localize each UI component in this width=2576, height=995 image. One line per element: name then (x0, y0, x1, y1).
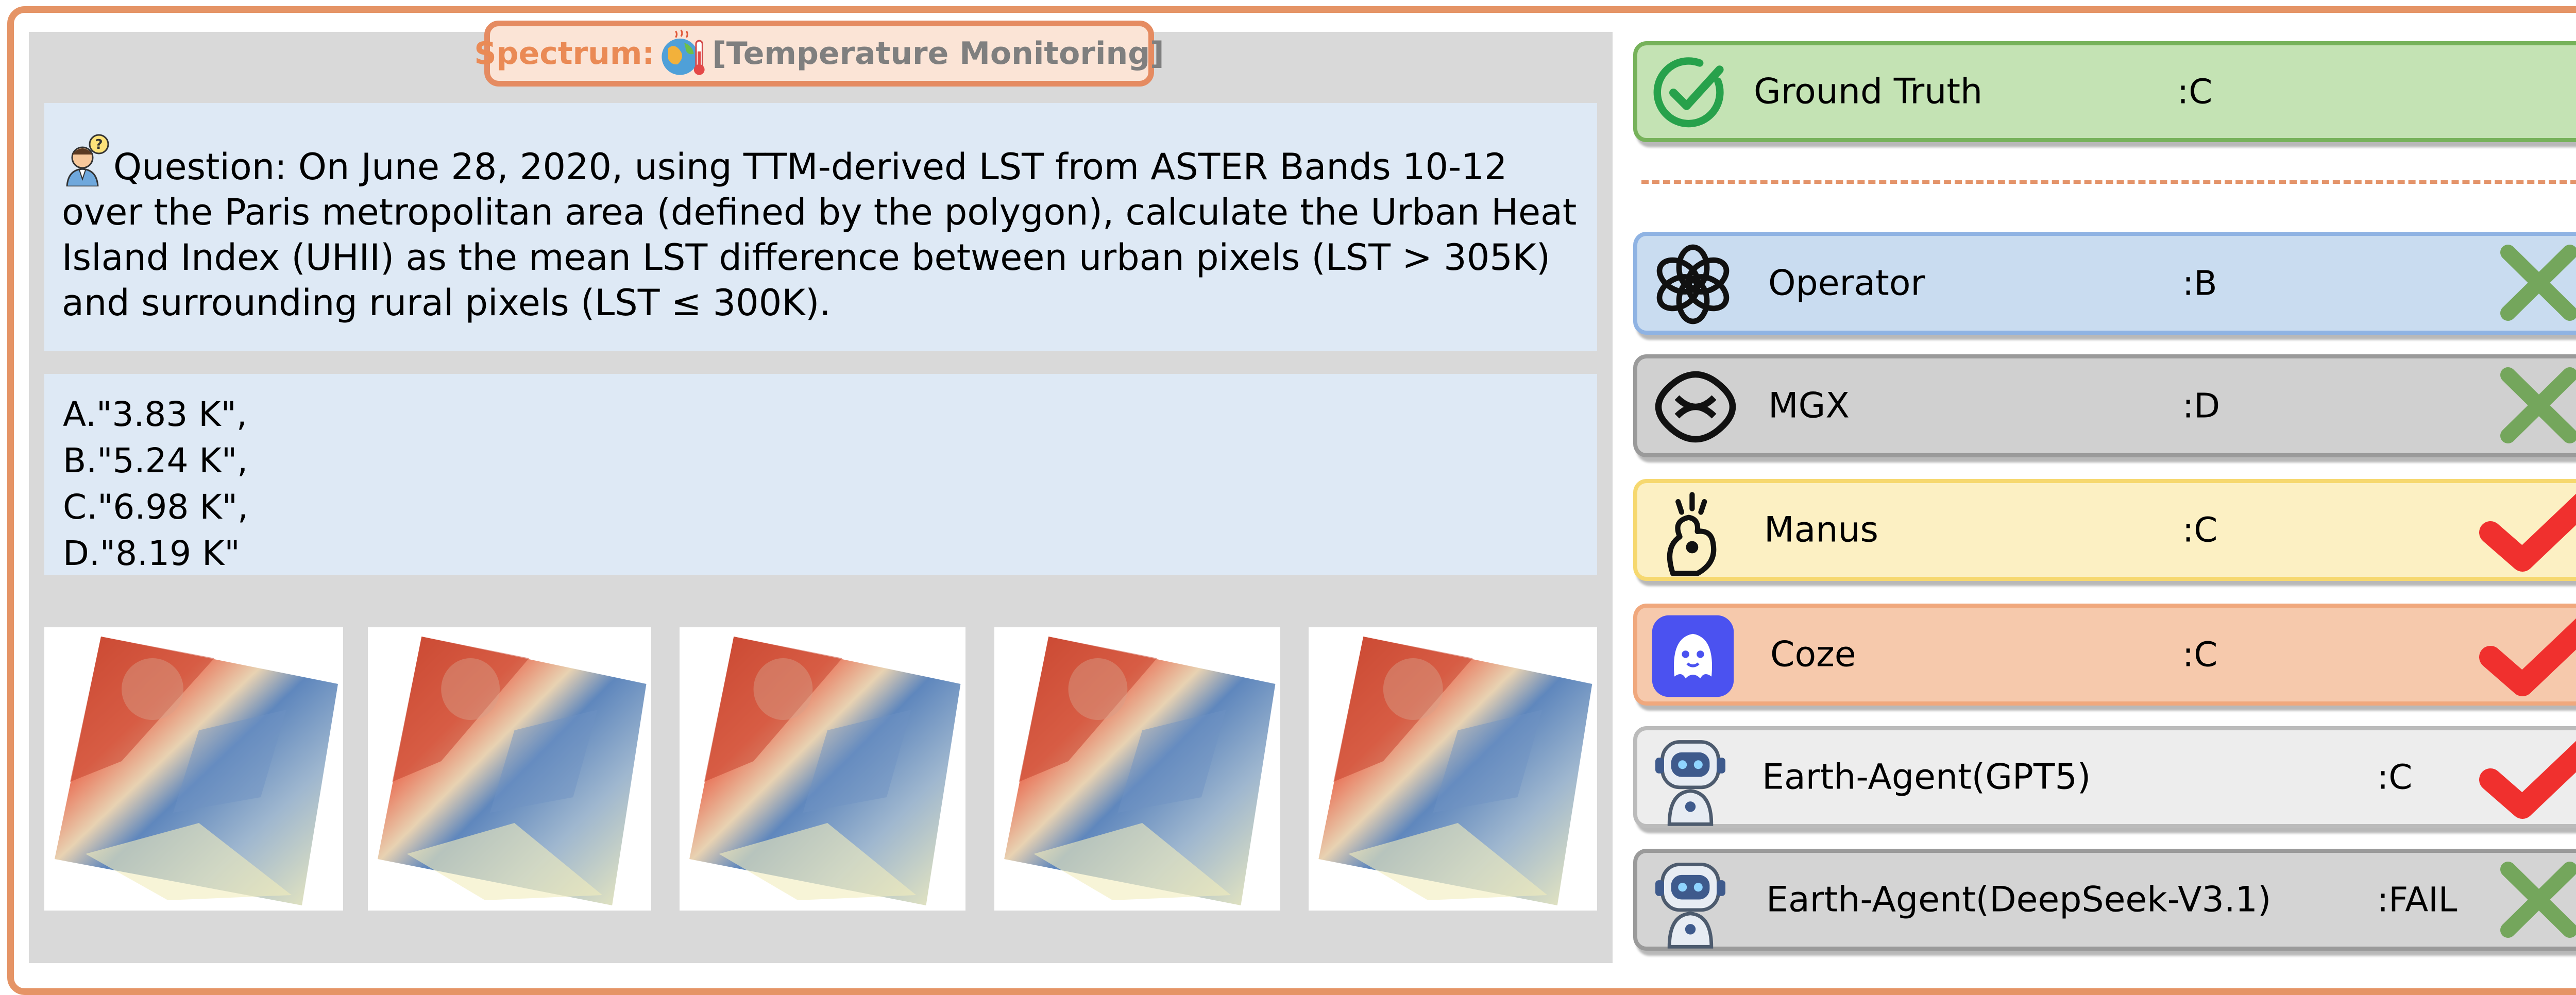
agent-card: MGX :D (1633, 354, 2576, 457)
spectrum-header: Spectrum: [Temperature Monitoring] (474, 21, 1164, 87)
option-b: B."5.24 K", (63, 441, 248, 481)
agent-answer: :C (2182, 634, 2218, 675)
mgx-logo-icon (1647, 361, 1744, 455)
robot-icon (1647, 732, 1734, 832)
wrong-cross-icon (2493, 239, 2576, 329)
question-box: ? Question: On June 28, 2020, using TTM-… (44, 103, 1597, 351)
lst-image-thumbnail (368, 627, 651, 911)
option-a: A."3.83 K", (63, 394, 247, 434)
correct-check-icon (2472, 730, 2576, 825)
options-box: A."3.83 K", B."5.24 K", C."6.98 K", D."8… (44, 374, 1597, 575)
correct-check-icon (2472, 483, 2576, 578)
lst-image-thumbnail (1309, 627, 1597, 911)
agent-answer: :FAIL (2377, 880, 2458, 920)
question-text: Question: On June 28, 2020, using TTM-de… (62, 146, 1577, 324)
agent-name: Operator (1768, 263, 1925, 304)
scientist-question-icon: ? (62, 133, 113, 187)
correct-check-icon (2472, 608, 2576, 702)
agent-card: Coze :C (1633, 604, 2576, 706)
option-c: C."6.98 K", (63, 487, 248, 527)
agent-answer: :D (2182, 386, 2221, 426)
agent-answer: :C (2377, 757, 2413, 797)
manus-logo-icon (1647, 485, 1734, 585)
spectrum-label: Spectrum: (474, 36, 655, 72)
agent-name: MGX (1768, 385, 1850, 426)
lst-image-thumbnail (994, 627, 1280, 911)
lst-image-thumbnail (44, 627, 343, 911)
openai-logo-icon (1647, 238, 1739, 333)
option-d: D."8.19 K" (63, 534, 240, 573)
agent-name: Earth-Agent(GPT5) (1762, 757, 2091, 798)
agent-card: Manus :C (1633, 479, 2576, 581)
agent-card: Operator :B (1633, 232, 2576, 335)
agent-card: Earth-Agent(DeepSeek-V3.1) :FAIL (1633, 849, 2576, 951)
agent-answer: :B (2182, 263, 2217, 303)
ground-truth-answer: :C (2177, 72, 2213, 112)
wrong-cross-icon (2493, 856, 2576, 946)
agent-name: Earth-Agent(DeepSeek-V3.1) (1766, 879, 2272, 920)
spectrum-value: [Temperature Monitoring] (712, 36, 1164, 72)
ground-truth-card: Ground Truth :C (1633, 41, 2576, 142)
lst-image-thumbnail (680, 627, 965, 911)
agent-card: Earth-Agent(GPT5) :C (1633, 726, 2576, 828)
agent-name: Manus (1764, 509, 1878, 551)
wrong-cross-icon (2493, 362, 2576, 451)
agent-name: Coze (1770, 634, 1856, 675)
ground-truth-label: Ground Truth (1754, 71, 1983, 112)
globe-thermometer-icon (656, 27, 710, 80)
robot-icon (1647, 855, 1734, 955)
coze-logo-icon (1647, 610, 1739, 705)
divider (1641, 180, 2576, 184)
agent-answer: :C (2182, 510, 2218, 550)
check-circle-icon (1649, 52, 1731, 136)
svg-text:?: ? (95, 137, 103, 152)
